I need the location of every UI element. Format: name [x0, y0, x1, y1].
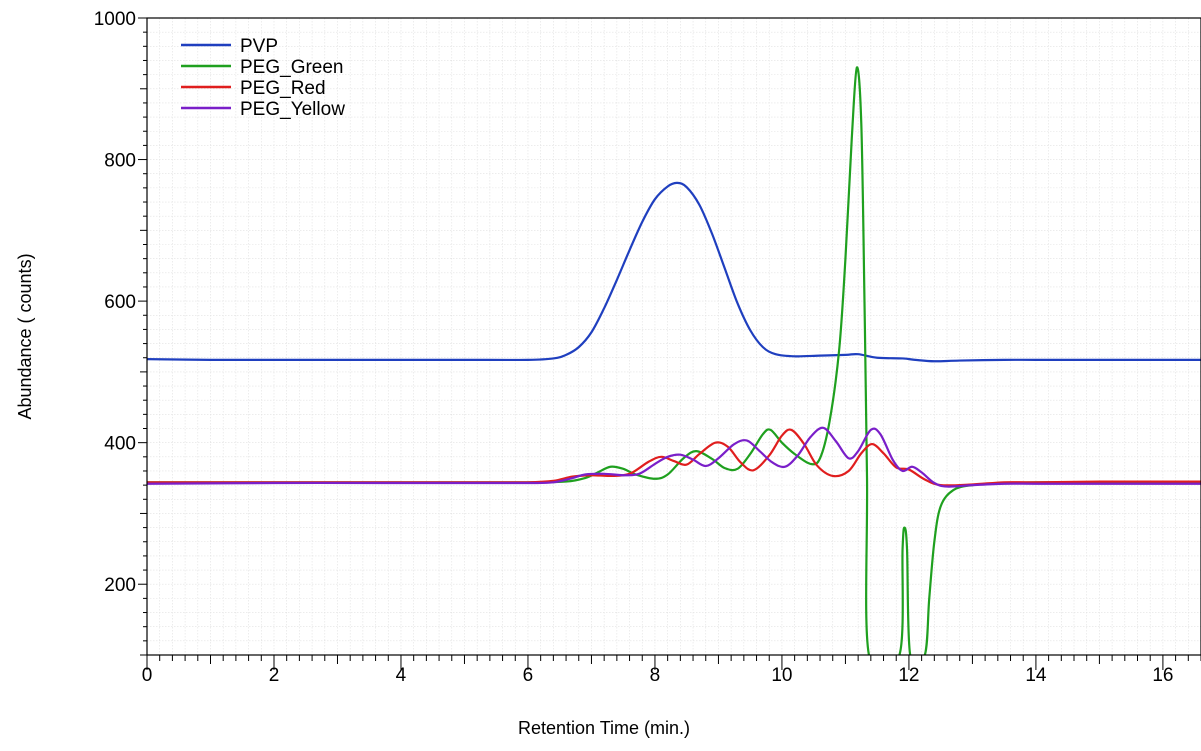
x-tick-label: 8 [650, 665, 661, 686]
axis-ticks [138, 17, 1201, 670]
legend-label-peg-green: PEG_Green [240, 57, 344, 78]
x-tick-label: 14 [1025, 665, 1047, 686]
y-tick-label: 800 [104, 151, 136, 172]
legend-label-peg-red: PEG_Red [240, 78, 326, 99]
x-tick-label: 4 [396, 665, 407, 686]
plot-frame [146, 17, 1201, 656]
x-tick-label: 16 [1152, 665, 1173, 686]
x-tick-label: 0 [142, 665, 153, 686]
series-line-pvp [147, 181, 1201, 363]
y-axis-title: Abundance ( counts) [15, 253, 35, 419]
series-line-peg-green [147, 66, 1201, 655]
y-tick-label: 200 [104, 575, 136, 596]
x-tick-label: 10 [771, 665, 792, 686]
y-tick-label: 600 [104, 292, 136, 313]
series-line-peg-yellow [147, 426, 1201, 488]
x-tick-label: 12 [898, 665, 919, 686]
x-tick-label: 2 [269, 665, 280, 686]
legend-label-pvp: PVP [240, 36, 278, 57]
grid [146, 17, 1201, 656]
x-tick-label: 6 [523, 665, 534, 686]
legend-label-peg-yellow: PEG_Yellow [240, 99, 345, 120]
y-tick-label: 1000 [94, 9, 136, 30]
y-tick-label: 400 [104, 434, 136, 455]
x-axis-title: Retention Time (min.) [518, 718, 690, 738]
series-group [147, 66, 1201, 655]
series-line-peg-red [147, 428, 1201, 487]
tick-labels: 0 2 4 6 8 10 12 14 16 200 400 600 800 1000 [94, 9, 1174, 686]
